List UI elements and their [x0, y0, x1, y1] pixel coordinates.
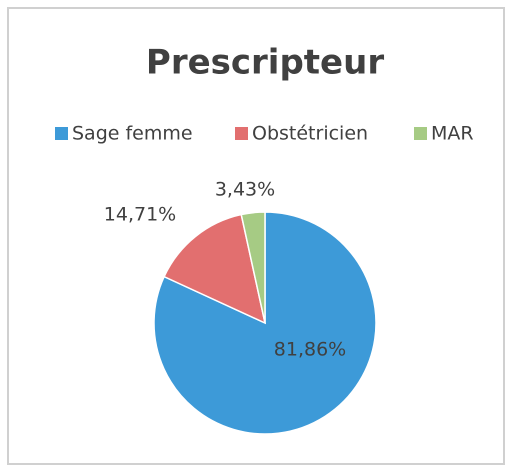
pie-slice — [240, 211, 266, 324]
data-label: 14,71% — [104, 204, 176, 226]
legend-label: Sage femme — [72, 123, 193, 145]
pie-slice — [163, 213, 267, 325]
legend-label: Obstétricien — [252, 123, 368, 145]
legend-swatch — [414, 127, 427, 140]
legend-swatch — [235, 127, 248, 140]
legend-label: MAR — [431, 123, 474, 145]
chart-title: Prescripteur — [146, 43, 384, 83]
data-label: 3,43% — [215, 179, 275, 201]
legend-swatch — [55, 127, 68, 140]
data-label: 81,86% — [274, 339, 346, 361]
